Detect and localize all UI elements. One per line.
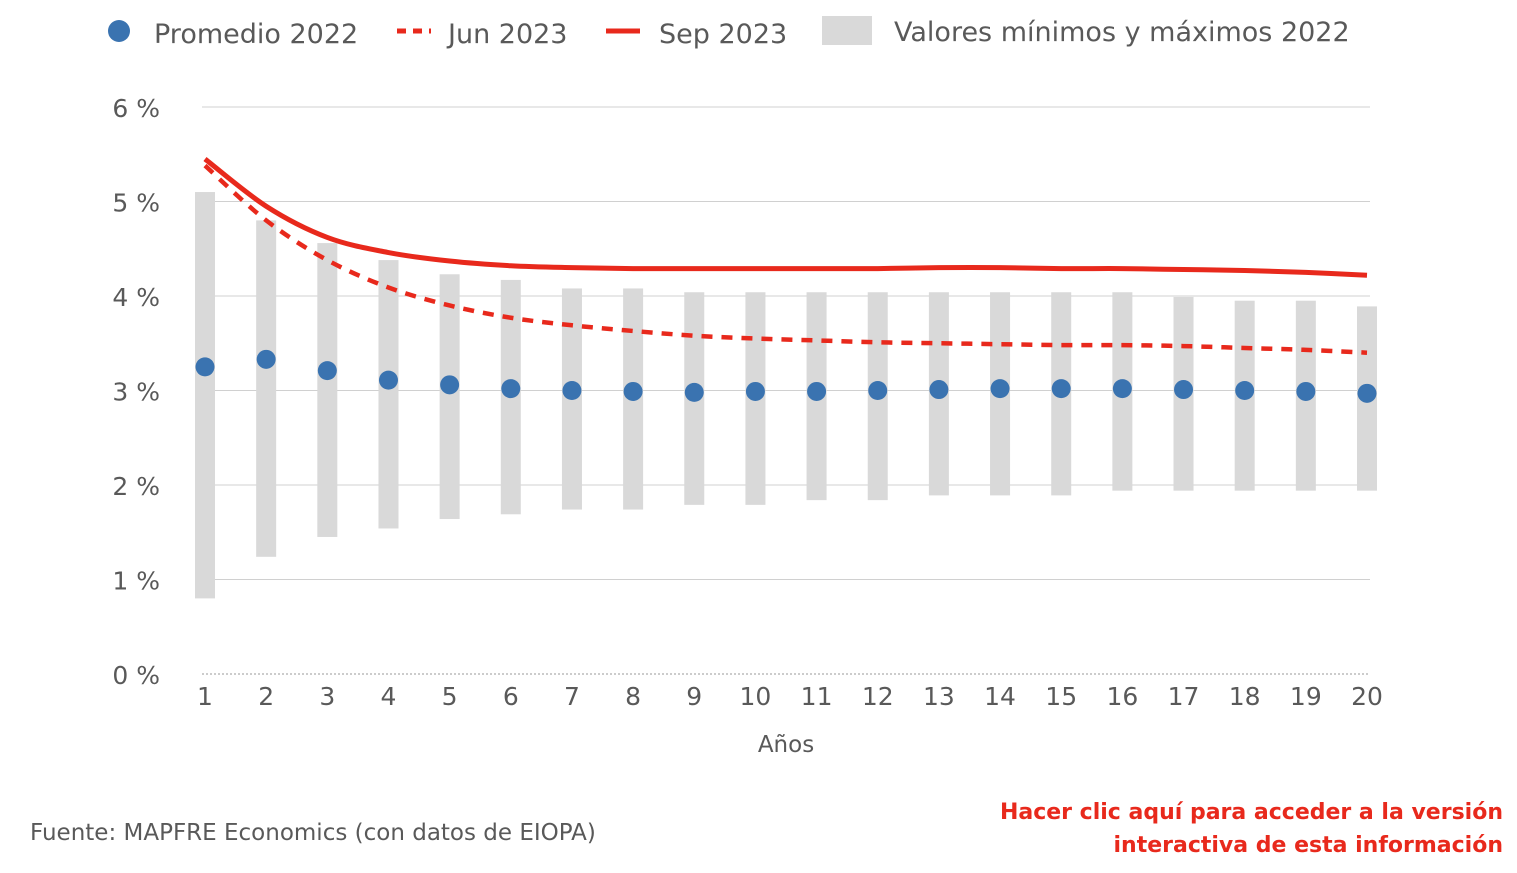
- x-tick-label: 10: [740, 682, 772, 711]
- range-bar: [195, 192, 215, 599]
- promedio-point: [378, 370, 398, 390]
- promedio-point: [256, 349, 276, 369]
- range-bars: [195, 192, 1377, 599]
- x-tick-label: 8: [625, 682, 641, 711]
- promedio-point: [1112, 379, 1132, 399]
- x-tick-label: 5: [442, 682, 458, 711]
- promedio-point: [929, 380, 949, 400]
- x-tick-label: 16: [1106, 682, 1138, 711]
- promedio-point: [562, 381, 582, 400]
- gridlines: [202, 106, 1370, 675]
- x-tick-label: 12: [862, 682, 894, 711]
- promedio-point: [1296, 381, 1316, 401]
- promedio-point: [195, 357, 215, 377]
- range-bar: [256, 220, 277, 557]
- interactive-link-line-2: interactiva de esta información: [1113, 833, 1503, 858]
- legend-item-jun: Jun 2023: [397, 19, 567, 50]
- x-tick-label: 19: [1290, 682, 1322, 711]
- promedio-point: [1235, 381, 1255, 400]
- x-tick-label: 1: [197, 682, 213, 711]
- y-tick-label: 1 %: [112, 567, 160, 596]
- range-bar: [317, 243, 338, 537]
- promedio-point: [807, 381, 827, 401]
- y-tick-label: 3 %: [112, 378, 160, 407]
- y-tick-label: 4 %: [112, 283, 160, 312]
- y-tick-label: 0 %: [112, 661, 160, 690]
- promedio-point: [1174, 380, 1194, 400]
- promedio-point: [440, 375, 460, 395]
- legend-item-promedio: Promedio 2022: [108, 19, 358, 50]
- x-tick-label: 15: [1045, 682, 1077, 711]
- legend-item-range: Valores mínimos y máximos 2022: [822, 16, 1350, 48]
- legend-label-sep: Sep 2023: [659, 19, 787, 50]
- promedio-point: [501, 379, 521, 399]
- x-tick-label: 13: [923, 682, 955, 711]
- series-line-sep-2023: [203, 156, 1368, 278]
- x-tick-label: 2: [258, 682, 274, 711]
- y-tick-label: 2 %: [112, 472, 160, 501]
- y-tick-label: 6 %: [112, 94, 160, 123]
- x-tick-label: 20: [1351, 682, 1383, 711]
- x-tick-label: 11: [801, 682, 833, 711]
- x-tick-label: 3: [319, 682, 335, 711]
- y-axis-ticks: 0 % 1 % 2 % 3 % 4 % 5 % 6 %: [112, 94, 160, 690]
- promedio-point: [623, 381, 643, 401]
- interactive-link-line-1: Hacer clic aquí para acceder a la versió…: [999, 800, 1503, 825]
- x-tick-label: 17: [1168, 682, 1200, 711]
- legend-label-promedio: Promedio 2022: [154, 19, 358, 50]
- legend-label-jun: Jun 2023: [446, 19, 567, 50]
- promedio-dots: [195, 349, 1377, 403]
- promedio-point: [745, 381, 765, 401]
- x-axis-ticks: 1 2 3 4 5 6 7 8 9 10 11 12 13 14 15 16 17 18 19 20: [197, 682, 1383, 711]
- interactive-version-link[interactable]: Hacer clic aquí para acceder a la versió…: [1000, 796, 1503, 862]
- range-bar: [439, 274, 460, 520]
- x-tick-label: 14: [984, 682, 1016, 711]
- series-line-jun-2023: [203, 163, 1368, 355]
- legend-label-range: Valores mínimos y máximos 2022: [894, 17, 1350, 48]
- x-tick-label: 7: [564, 682, 580, 711]
- chart: Promedio 2022 Jun 2023 Sep 2023 Valores …: [108, 16, 1383, 758]
- source-note: Fuente: MAPFRE Economics (con datos de E…: [30, 820, 596, 846]
- x-tick-label: 4: [381, 682, 397, 711]
- promedio-point: [684, 382, 704, 402]
- promedio-point: [868, 381, 888, 400]
- legend-marker-dot: [108, 20, 130, 42]
- promedio-point: [990, 379, 1010, 399]
- x-tick-label: 6: [503, 682, 519, 711]
- range-bar: [378, 260, 399, 529]
- legend-item-sep: Sep 2023: [606, 19, 787, 50]
- series-lines: [203, 156, 1368, 355]
- legend: Promedio 2022 Jun 2023 Sep 2023 Valores …: [108, 16, 1350, 50]
- x-tick-label: 9: [686, 682, 702, 711]
- legend-marker-range: [822, 16, 872, 45]
- x-tick-label: 18: [1229, 682, 1261, 711]
- y-tick-label: 5 %: [112, 189, 160, 218]
- promedio-point: [1357, 383, 1377, 403]
- promedio-point: [1051, 379, 1071, 399]
- x-axis-title: Años: [758, 732, 814, 758]
- promedio-point: [317, 361, 337, 381]
